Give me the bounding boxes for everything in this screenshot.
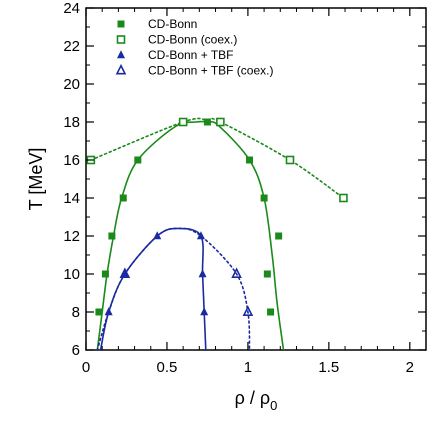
- point-cd-bonn-tbf-coex: [242, 305, 254, 317]
- point-cd-bonn-tbf: [120, 269, 129, 278]
- point-cd-bonn: [95, 308, 103, 316]
- point-cd-bonn: [108, 232, 116, 240]
- point-cd-bonn: [275, 232, 283, 240]
- point-cd-bonn-coex: [285, 155, 295, 165]
- curve-cd-bonn-tbf-coex-dotted: [96, 227, 251, 350]
- y-axis-title: T [MeV]: [26, 148, 46, 211]
- legend-label-cd-bonn: CD-Bonn: [148, 17, 197, 31]
- point-cd-bonn: [260, 194, 268, 202]
- y-tick-label: 22: [63, 38, 80, 55]
- legend-marker-cd-bonn-coex: [116, 35, 126, 44]
- y-tick-label: 12: [63, 228, 80, 245]
- point-cd-bonn-tbf: [153, 231, 162, 240]
- legend-label-cd-bonn-tbf-coex: CD-Bonn + TBF (coex.): [148, 64, 273, 78]
- legend-marker-cd-bonn: [117, 20, 125, 28]
- x-tick-label: 1.5: [318, 359, 339, 376]
- point-cd-bonn-tbf: [198, 269, 207, 278]
- point-cd-bonn: [134, 156, 142, 164]
- point-cd-bonn-coex: [339, 193, 348, 203]
- x-axis-title-main: ρ / ρ: [235, 388, 270, 408]
- x-tick-label: 0.5: [157, 359, 178, 376]
- point-cd-bonn-tbf-coex: [231, 267, 242, 279]
- y-tick-label: 14: [63, 190, 80, 207]
- point-cd-bonn-coex: [178, 117, 188, 127]
- y-tick-label: 20: [63, 76, 80, 93]
- y-axis: 6 8 10 12 14 16 18 20 22 24: [63, 0, 426, 359]
- y-tick-label: 16: [63, 152, 80, 169]
- point-cd-bonn: [267, 308, 275, 316]
- point-cd-bonn: [263, 270, 271, 278]
- curve-cd-bonn-solid: [96, 120, 285, 350]
- legend-label-cd-bonn-coex: CD-Bonn (coex.): [148, 33, 237, 47]
- point-cd-bonn-tbf: [196, 231, 205, 240]
- point-cd-bonn-tbf: [104, 307, 113, 316]
- point-cd-bonn-coex: [216, 117, 225, 127]
- point-cd-bonn-tbf: [200, 307, 209, 316]
- legend-label-cd-bonn-tbf: CD-Bonn + TBF: [148, 48, 233, 62]
- y-tick-label: 24: [63, 0, 80, 17]
- x-axis: 0 0.5 1 1.5 2: [82, 8, 414, 376]
- x-tick-label: 1: [244, 359, 252, 376]
- markers-layer: [86, 117, 348, 317]
- curve-cd-bonn-coex-dotted: [90, 117, 345, 199]
- y-tick-label: 18: [63, 114, 80, 131]
- x-tick-label: 0: [82, 359, 90, 376]
- plot-area: [85, 7, 427, 351]
- legend: CD-Bonn CD-Bonn (coex.)CD-Bonn + TBF CD-Bo…: [115, 17, 273, 78]
- x-axis-title: ρ / ρ0: [235, 388, 278, 413]
- x-tick-label: 2: [406, 359, 414, 376]
- y-tick-label: 6: [72, 342, 80, 359]
- point-cd-bonn: [246, 156, 254, 164]
- legend-marker-cd-bonn-tbf-coex: [115, 63, 127, 75]
- point-cd-bonn: [119, 194, 127, 202]
- point-cd-bonn: [101, 270, 109, 278]
- y-tick-label: 10: [63, 266, 80, 283]
- x-axis-title-subscript: 0: [270, 398, 277, 413]
- curves-layer: [90, 117, 345, 350]
- y-tick-label: 8: [72, 304, 80, 321]
- legend-marker-cd-bonn-tbf: [117, 50, 125, 59]
- point-cd-bonn: [203, 118, 211, 126]
